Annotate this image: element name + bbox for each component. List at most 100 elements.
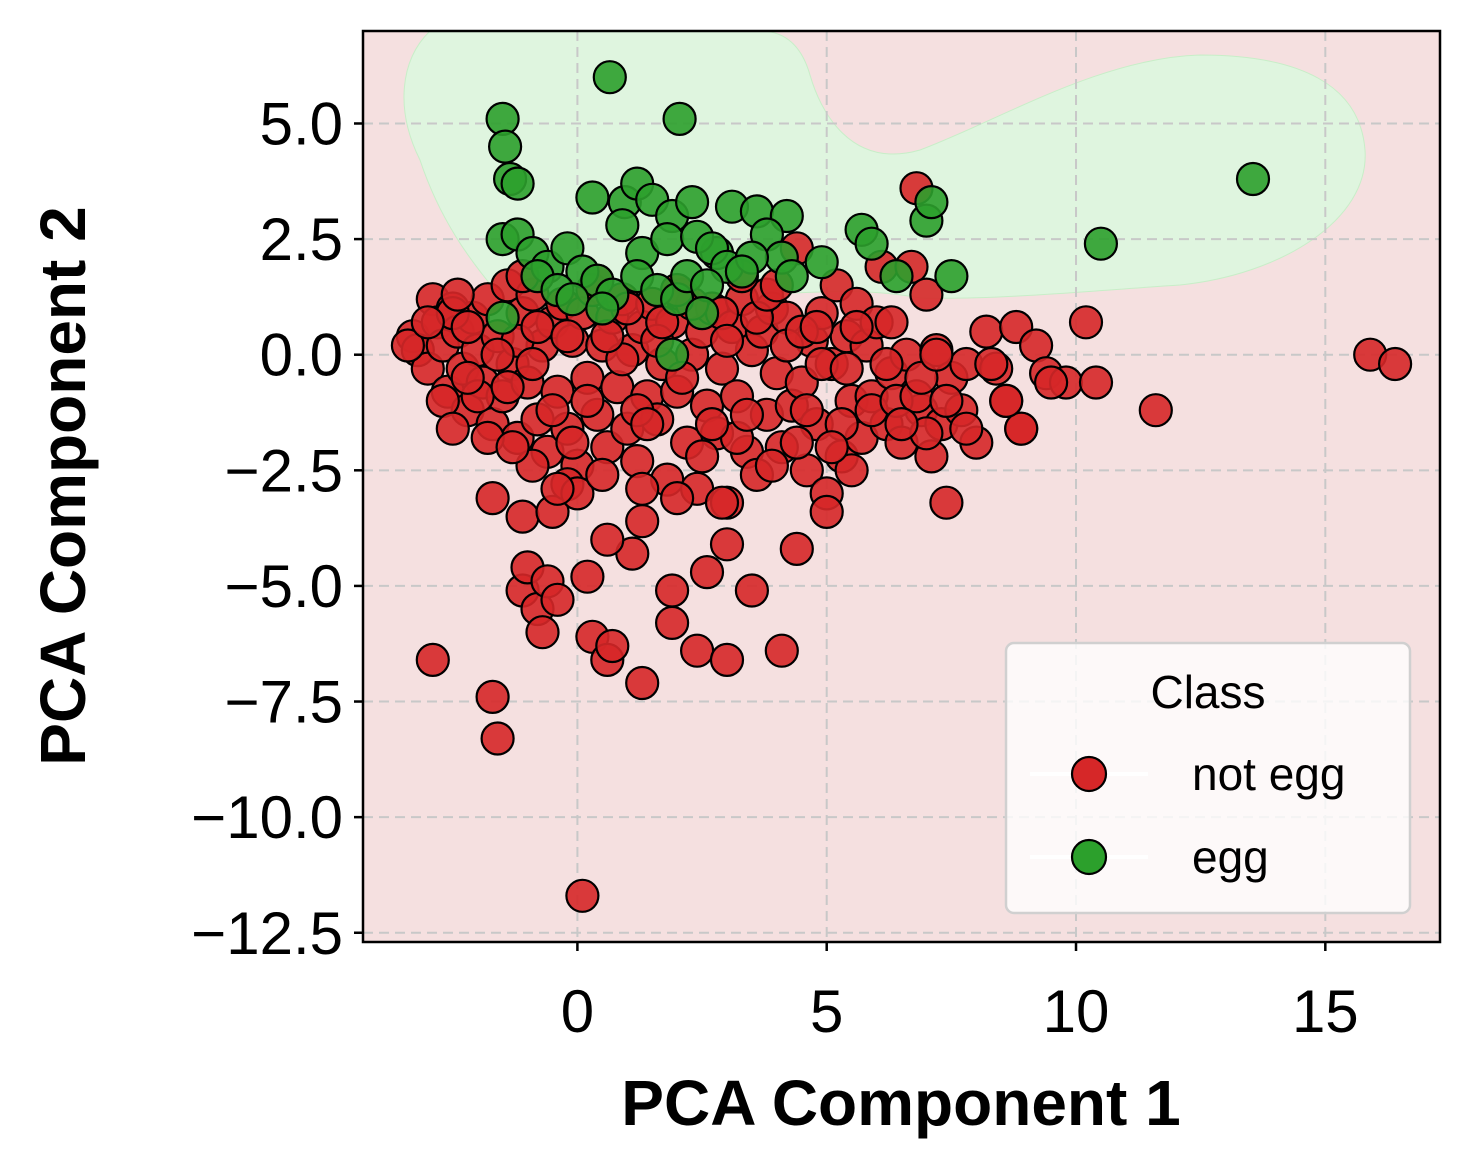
- point-not-egg: [520, 309, 555, 345]
- legend-marker-egg: [1070, 838, 1108, 876]
- point-not-egg: [679, 633, 715, 668]
- y-tick-label: 5.0: [260, 90, 343, 157]
- point-not-egg: [1377, 346, 1413, 382]
- point-not-egg: [475, 679, 510, 715]
- point-egg: [684, 296, 720, 331]
- point-egg: [662, 101, 697, 137]
- point-not-egg: [989, 383, 1024, 418]
- y-tick-label: 0.0: [260, 322, 343, 389]
- legend-marker-not-egg: [1070, 755, 1108, 793]
- point-not-egg: [590, 319, 625, 354]
- x-tick-label: 5: [810, 978, 843, 1045]
- point-not-egg: [874, 305, 909, 340]
- point-egg: [879, 259, 914, 294]
- legend-box: [1004, 641, 1412, 915]
- point-not-egg: [625, 504, 660, 539]
- point-not-egg: [450, 360, 485, 395]
- point-not-egg: [729, 397, 765, 432]
- point-egg: [485, 300, 520, 335]
- point-not-egg: [809, 494, 844, 529]
- point-not-egg: [839, 309, 874, 345]
- point-not-egg: [475, 481, 510, 516]
- legend-label-not-egg: not egg: [1192, 748, 1345, 800]
- point-not-egg: [814, 430, 849, 465]
- point-egg: [575, 180, 610, 215]
- point-not-egg: [625, 471, 660, 506]
- point-egg: [804, 245, 839, 280]
- point-not-egg: [555, 425, 590, 460]
- point-not-egg: [909, 277, 944, 312]
- point-egg: [605, 208, 640, 243]
- y-tick-label: −5.0: [225, 553, 343, 620]
- point-egg: [774, 259, 809, 294]
- point-not-egg: [625, 665, 660, 701]
- point-not-egg: [535, 393, 570, 428]
- point-not-egg: [654, 573, 690, 608]
- point-not-egg: [799, 309, 834, 345]
- point-not-egg: [630, 407, 665, 442]
- point-egg: [1235, 161, 1271, 197]
- point-not-egg: [834, 453, 869, 488]
- point-not-egg: [435, 411, 470, 446]
- point-not-egg: [709, 527, 745, 562]
- point-not-egg: [929, 485, 964, 520]
- point-egg: [592, 60, 627, 95]
- point-not-egg: [390, 328, 425, 363]
- point-egg: [934, 259, 969, 294]
- point-not-egg: [709, 323, 745, 358]
- point-not-egg: [704, 485, 740, 520]
- point-egg: [585, 291, 620, 326]
- point-not-egg: [480, 337, 515, 372]
- point-egg: [500, 166, 535, 201]
- point-not-egg: [754, 448, 790, 483]
- data-points: [390, 60, 1413, 913]
- point-egg: [689, 268, 725, 303]
- point-not-egg: [919, 337, 954, 372]
- point-not-egg: [869, 346, 904, 382]
- x-axis-title: PCA Component 1: [621, 1067, 1180, 1139]
- point-not-egg: [694, 407, 730, 442]
- point-egg: [1083, 226, 1119, 261]
- point-not-egg: [595, 628, 630, 664]
- x-tick-label: 10: [1043, 978, 1110, 1045]
- point-egg: [724, 254, 760, 289]
- point-not-egg: [684, 439, 720, 474]
- point-not-egg: [490, 370, 525, 405]
- point-egg: [914, 185, 949, 220]
- point-not-egg: [1068, 305, 1104, 340]
- point-not-egg: [659, 481, 695, 516]
- y-tick-label: −7.5: [225, 669, 343, 736]
- point-not-egg: [450, 309, 485, 345]
- point-not-egg: [969, 314, 1004, 349]
- point-not-egg: [974, 346, 1009, 382]
- point-not-egg: [884, 407, 919, 442]
- point-not-egg: [789, 393, 824, 428]
- point-not-egg: [620, 444, 655, 479]
- point-not-egg: [540, 582, 575, 617]
- point-not-egg: [495, 430, 530, 465]
- point-not-egg: [415, 642, 450, 678]
- plot-frame: [361, 29, 1442, 944]
- point-not-egg: [929, 383, 964, 418]
- point-not-egg: [550, 319, 585, 354]
- point-not-egg: [540, 471, 575, 506]
- point-not-egg: [590, 522, 625, 557]
- point-not-egg: [949, 411, 984, 446]
- point-not-egg: [480, 721, 515, 756]
- x-tick-label: 0: [561, 978, 594, 1045]
- point-not-egg: [1078, 365, 1114, 400]
- point-egg: [854, 226, 889, 261]
- legend-title: Class: [1150, 666, 1265, 718]
- point-not-egg: [515, 346, 550, 382]
- point-not-egg: [440, 277, 475, 312]
- point-not-egg: [1138, 393, 1173, 428]
- point-not-egg: [585, 457, 620, 492]
- point-not-egg: [525, 615, 560, 650]
- point-egg: [674, 185, 710, 220]
- legend: Class not egg egg: [1004, 641, 1412, 915]
- point-not-egg: [689, 554, 725, 590]
- point-not-egg: [1004, 411, 1039, 446]
- legend-label-egg: egg: [1192, 831, 1269, 883]
- y-tick-label: −10.0: [191, 784, 343, 851]
